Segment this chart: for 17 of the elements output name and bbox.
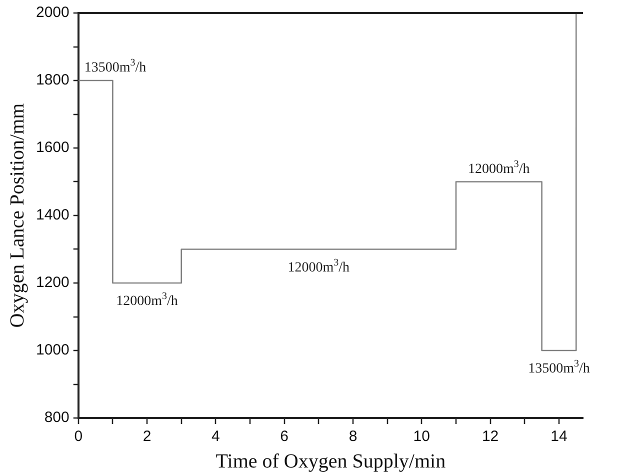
x-tick-label: 12 bbox=[482, 428, 499, 446]
y-tick-label: 1400 bbox=[36, 206, 70, 224]
y-tick-label: 1600 bbox=[36, 139, 70, 156]
x-tick-label: 2 bbox=[142, 428, 152, 446]
x-tick-label: 4 bbox=[212, 428, 220, 446]
x-tick-label: 10 bbox=[413, 428, 430, 446]
y-tick-label: 1000 bbox=[36, 342, 70, 359]
x-tick-label: 14 bbox=[550, 428, 568, 446]
y-tick-label: 2000 bbox=[36, 4, 70, 22]
x-tick-label: 6 bbox=[280, 428, 289, 446]
y-tick-label: 1200 bbox=[36, 274, 70, 292]
x-axis-title: Time of Oxygen Supply/min bbox=[216, 450, 446, 472]
y-tick-label: 800 bbox=[44, 409, 70, 426]
x-tick-label: 0 bbox=[74, 428, 83, 446]
x-tick-label: 8 bbox=[348, 428, 358, 446]
y-axis-title: Oxygen Lance Position/mm bbox=[6, 102, 28, 328]
y-tick-label: 1800 bbox=[36, 72, 70, 89]
